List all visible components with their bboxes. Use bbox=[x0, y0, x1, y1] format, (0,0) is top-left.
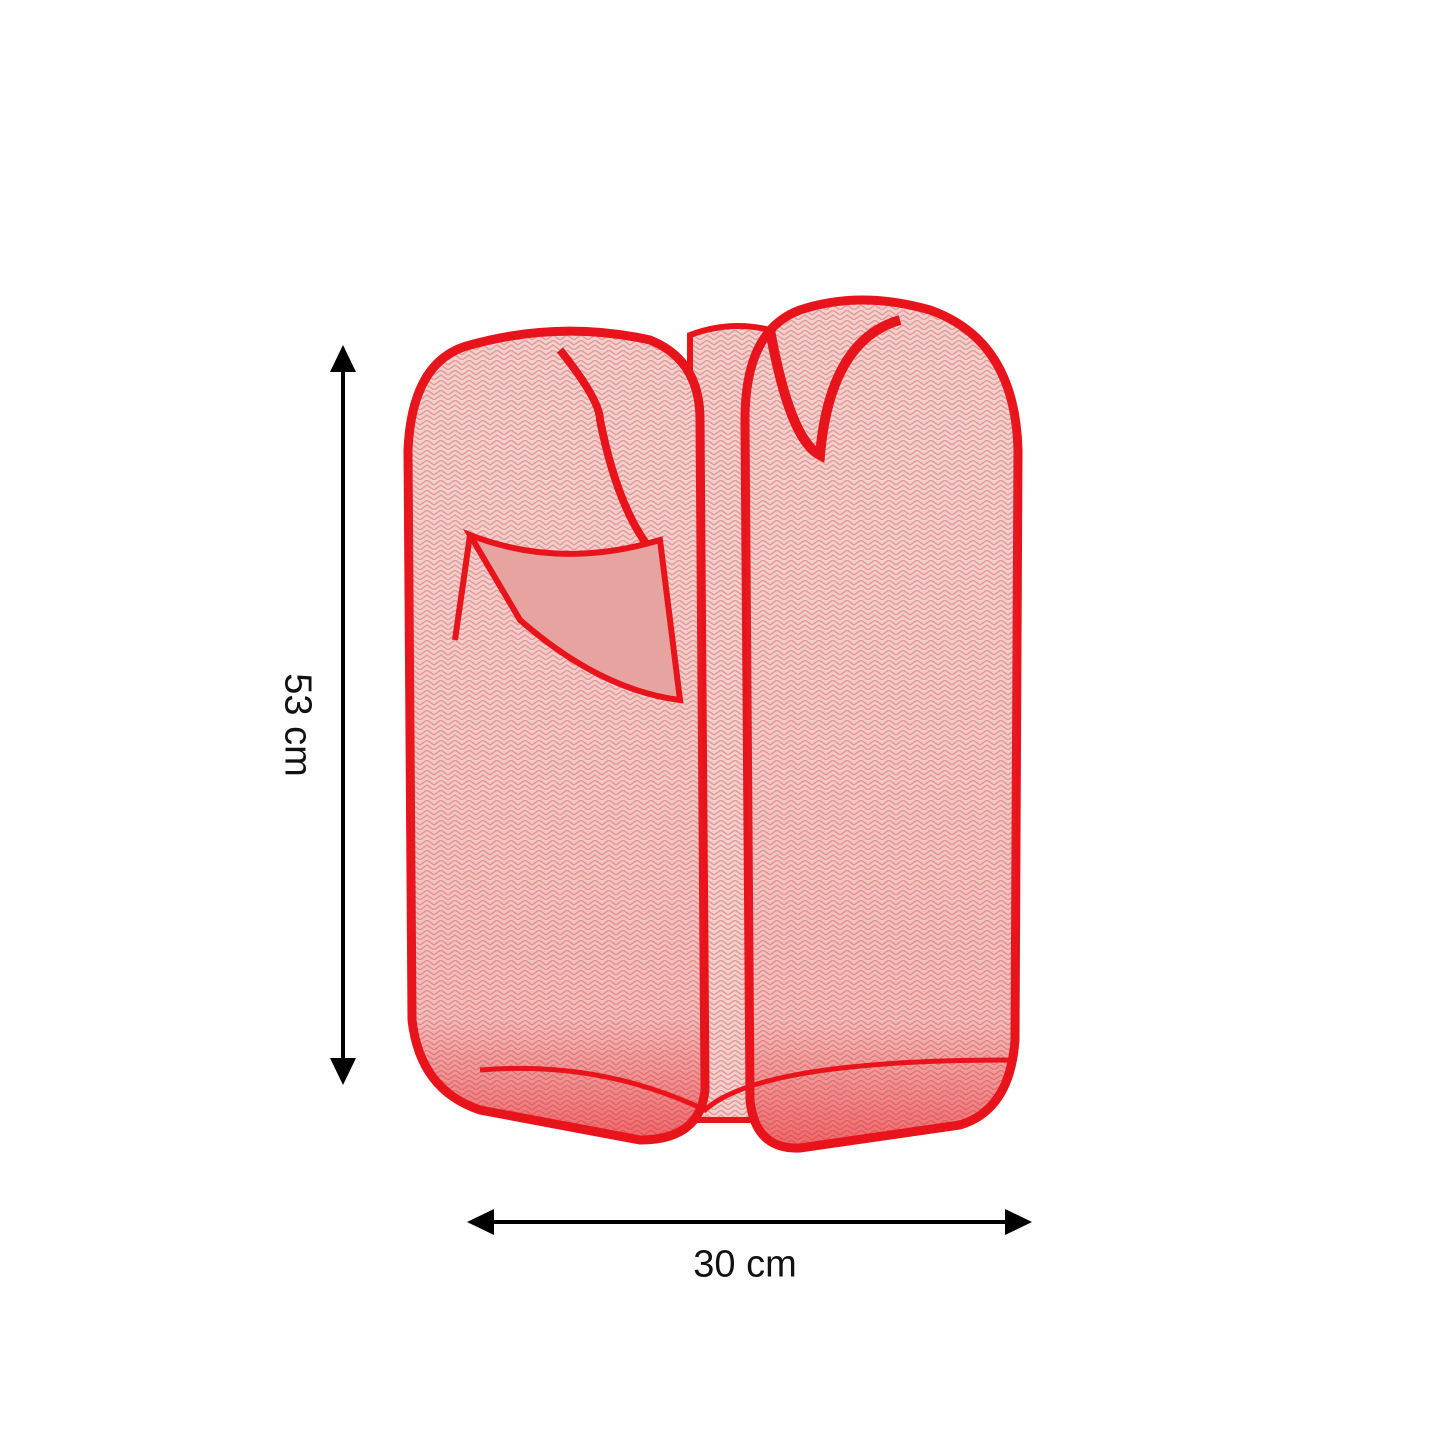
basket-handle-left bbox=[556, 347, 663, 563]
basket-side-pocket bbox=[463, 529, 684, 704]
width-dimension-label: 30 cm bbox=[693, 1243, 797, 1286]
basket-handle-right bbox=[765, 315, 902, 463]
height-dimension-arrow bbox=[330, 345, 356, 1085]
basket-bottom bbox=[479, 1057, 1011, 1113]
height-dimension-label: 53 cm bbox=[276, 673, 319, 777]
width-dimension-arrow bbox=[467, 1209, 1032, 1235]
